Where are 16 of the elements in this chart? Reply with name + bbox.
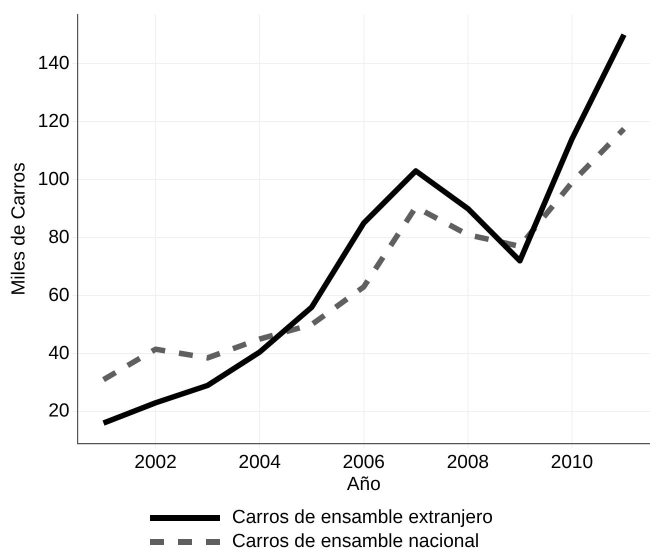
x-axis-title: Año (346, 474, 381, 495)
legend-label: Carros de ensamble extranjero (232, 506, 493, 530)
y-tick-label: 40 (48, 342, 70, 364)
y-axis-title: Miles de Carros (8, 162, 30, 296)
y-tick-label: 80 (48, 226, 70, 248)
x-tick-label: 2002 (134, 452, 177, 474)
y-tick-label: 20 (48, 400, 70, 422)
y-tick-label: 100 (38, 168, 70, 190)
legend-label: Carros de ensamble nacional (232, 530, 480, 554)
y-tick-label: 120 (38, 110, 70, 132)
y-tick-label: 140 (38, 52, 70, 74)
x-tick-label: 2004 (238, 452, 282, 474)
x-tick-label: 2008 (446, 452, 489, 474)
x-tick-label: 2010 (550, 452, 594, 474)
x-tick-label: 2006 (342, 452, 385, 474)
y-tick-label: 60 (48, 284, 70, 306)
